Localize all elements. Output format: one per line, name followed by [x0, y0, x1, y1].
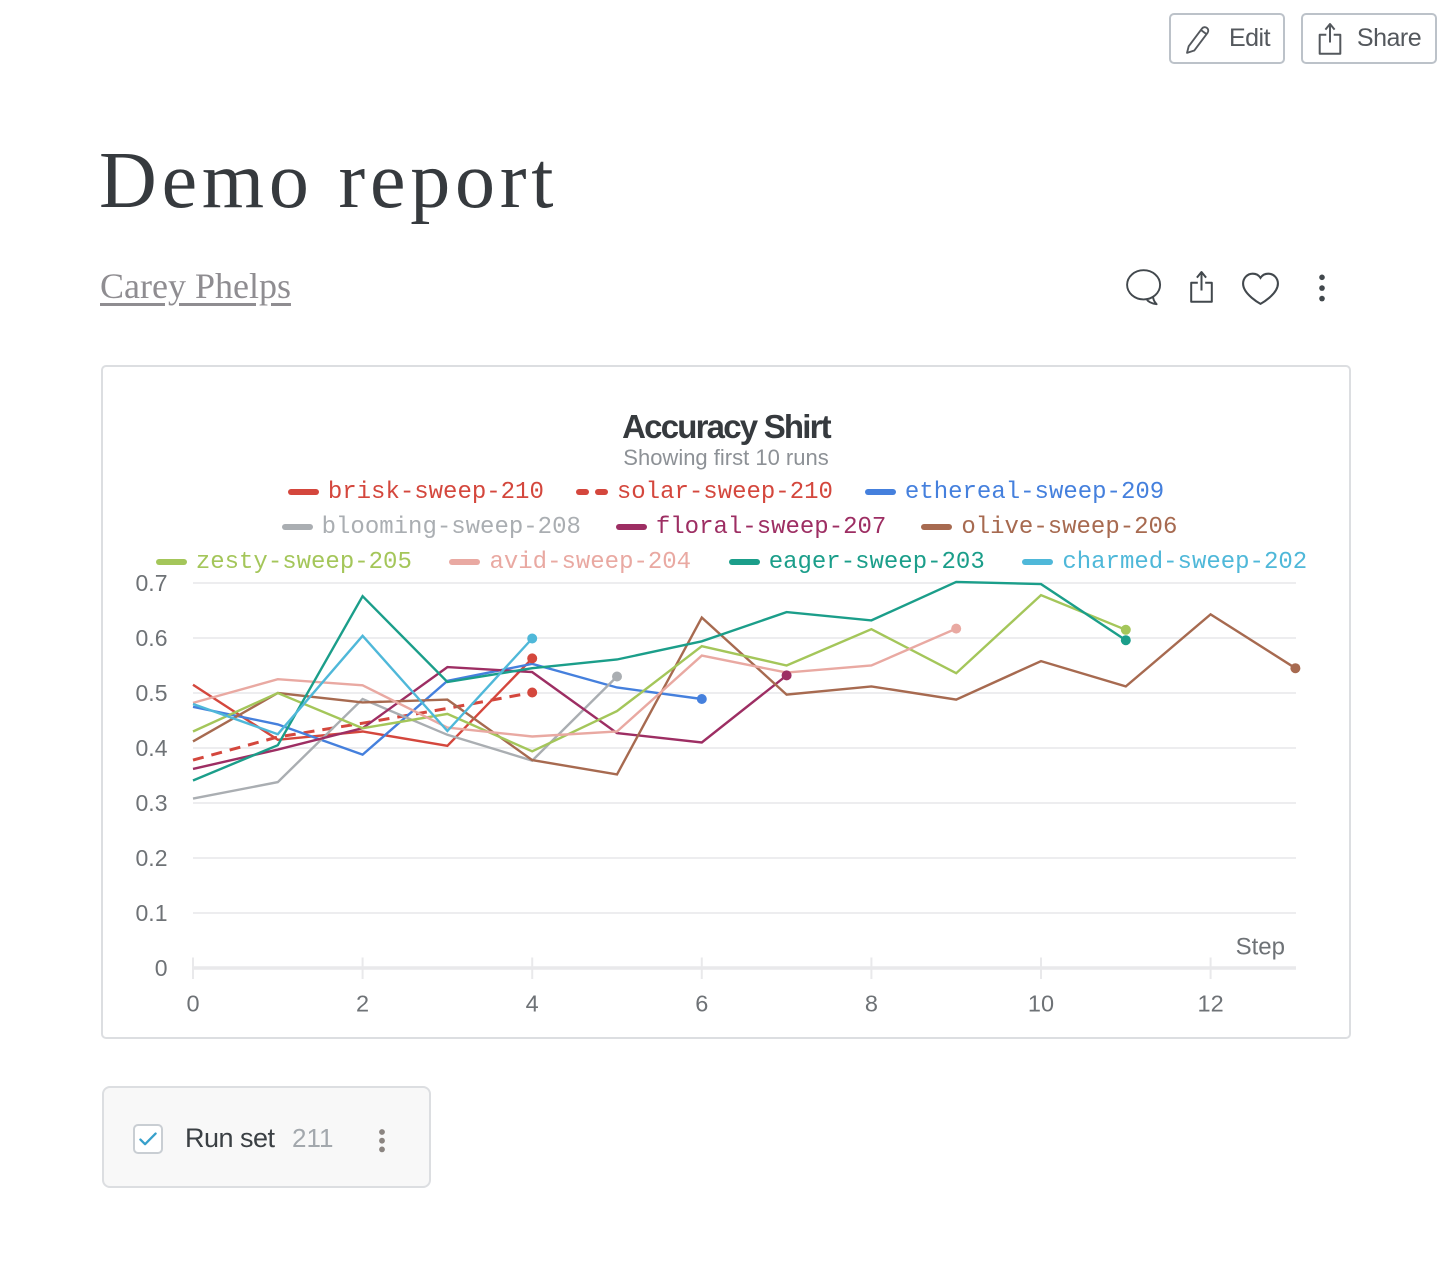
svg-text:6: 6 — [695, 991, 708, 1017]
svg-text:10: 10 — [1028, 991, 1054, 1017]
svg-text:0.5: 0.5 — [136, 680, 168, 706]
svg-text:0.2: 0.2 — [136, 845, 168, 871]
svg-text:0.4: 0.4 — [136, 735, 168, 761]
svg-text:2: 2 — [356, 991, 369, 1017]
svg-text:Step: Step — [1236, 934, 1285, 961]
svg-text:8: 8 — [865, 991, 878, 1017]
svg-text:4: 4 — [526, 991, 539, 1017]
svg-text:0: 0 — [186, 991, 199, 1017]
svg-text:0: 0 — [155, 955, 168, 981]
svg-text:0.7: 0.7 — [136, 570, 168, 596]
svg-text:0.3: 0.3 — [136, 790, 168, 816]
svg-text:0.6: 0.6 — [136, 625, 168, 651]
svg-text:12: 12 — [1198, 991, 1224, 1017]
svg-text:0.1: 0.1 — [136, 900, 168, 926]
